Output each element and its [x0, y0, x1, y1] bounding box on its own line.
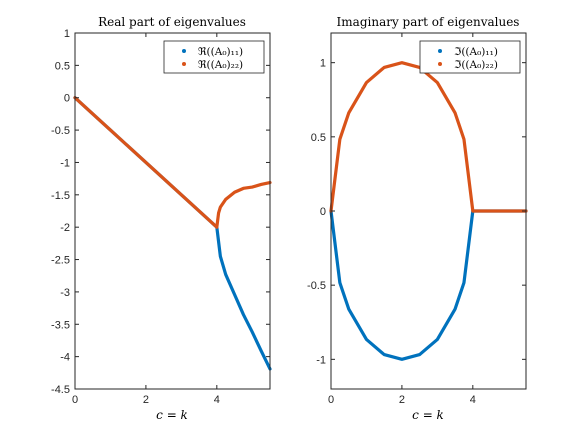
- x-tick-label: 0: [72, 394, 78, 406]
- y-tick-label: -3: [60, 287, 70, 299]
- y-tick-label: -4.5: [51, 384, 70, 396]
- x-axis-label: c = k: [156, 408, 188, 422]
- legend-entry: ℑ((A₀)₂₂): [454, 59, 498, 71]
- y-tick-label: 1: [320, 58, 326, 70]
- legend-marker: [182, 62, 186, 66]
- legend: ℜ((A₀)₁₁)ℜ((A₀)₂₂): [163, 40, 265, 74]
- chart-title: Imaginary part of eigenvalues: [337, 15, 520, 29]
- series-2-curve: [73, 96, 272, 229]
- legend-marker: [182, 49, 186, 53]
- y-tick-label: -2.5: [51, 255, 70, 267]
- series-1-curve: [329, 209, 528, 361]
- y-tick-label: 0: [64, 93, 70, 105]
- data-marks: [73, 96, 272, 371]
- imaginary-part-chart: Imaginary part of eigenvalues 0 2 4 1 0.5 0 -0…: [307, 15, 528, 422]
- legend-entry: ℜ((A₀)₂₂): [198, 59, 243, 71]
- legend-entry: ℑ((A₀)₁₁): [454, 46, 498, 58]
- legend: ℑ((A₀)₁₁)ℑ((A₀)₂₂): [419, 40, 521, 74]
- legend-box: [419, 40, 521, 74]
- y-tick-label: 1: [64, 28, 70, 40]
- x-tick-label: 0: [328, 394, 334, 406]
- x-tick-label: 4: [470, 394, 476, 406]
- x-tick-label: 4: [214, 394, 220, 406]
- y-tick-label: -3.5: [51, 319, 70, 331]
- y-tick-label: 0: [320, 206, 326, 218]
- series-2-curve: [329, 61, 528, 213]
- real-part-chart: Real part of eigenvalues 0 2 4 1 0.5 0 -0.5 -1 -…: [51, 15, 272, 422]
- tick-marks: 0 2 4 1 0.5 0 -0.5 -1 -1.5 -2 -2.5 -3 -3.5 -4 -4.5: [51, 28, 270, 406]
- y-tick-label: -0.5: [307, 280, 326, 292]
- plot-frame: [74, 32, 271, 390]
- chart-title: Real part of eigenvalues: [98, 15, 246, 29]
- y-tick-label: 0.5: [311, 132, 326, 144]
- y-tick-label: -2: [60, 222, 70, 234]
- y-tick-label: -1: [316, 354, 326, 366]
- legend-marker: [438, 49, 442, 53]
- tick-marks: 0 2 4 1 0.5 0 -0.5 -1: [307, 33, 526, 406]
- legend-marker: [438, 62, 442, 66]
- x-tick-label: 2: [399, 394, 405, 406]
- x-axis-label: c = k: [412, 408, 444, 422]
- series-1-curve: [73, 96, 272, 371]
- legend-entry: ℜ((A₀)₁₁): [198, 46, 243, 58]
- x-tick-label: 2: [143, 394, 149, 406]
- data-marks: [329, 61, 528, 361]
- y-tick-label: -0.5: [51, 125, 70, 137]
- legend-box: [163, 40, 265, 74]
- y-tick-label: -4: [60, 352, 70, 364]
- y-tick-label: -1: [60, 157, 70, 169]
- y-tick-label: 0.5: [55, 60, 70, 72]
- y-tick-label: -1.5: [51, 190, 70, 202]
